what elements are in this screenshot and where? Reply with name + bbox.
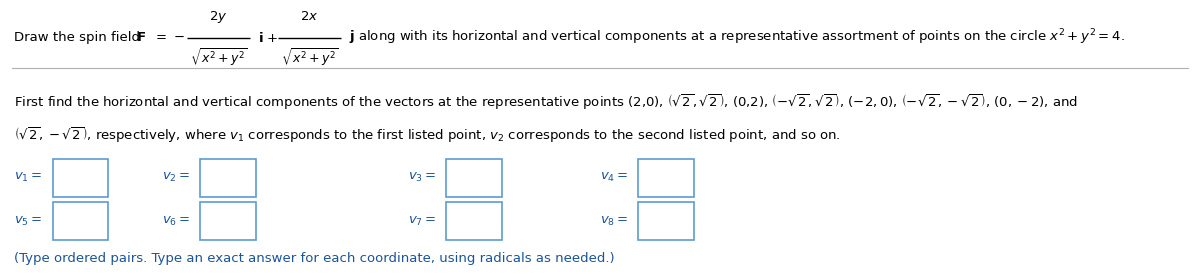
FancyBboxPatch shape	[53, 202, 108, 240]
Text: $2y$: $2y$	[209, 9, 228, 25]
Text: $v_2=$: $v_2=$	[162, 171, 191, 185]
FancyBboxPatch shape	[200, 159, 256, 197]
FancyBboxPatch shape	[446, 202, 502, 240]
Text: $\sqrt{x^2+y^2}$: $\sqrt{x^2+y^2}$	[190, 47, 247, 70]
FancyBboxPatch shape	[638, 202, 694, 240]
Text: $2x$: $2x$	[300, 10, 319, 23]
Text: $v_3=$: $v_3=$	[408, 171, 437, 185]
Text: First find the horizontal and vertical components of the vectors at the represen: First find the horizontal and vertical c…	[14, 92, 1079, 111]
Text: $v_7=$: $v_7=$	[408, 214, 437, 228]
Text: $\left(\sqrt{2},-\sqrt{2}\right)$, respectively, where $v_1$ corresponds to the : $\left(\sqrt{2},-\sqrt{2}\right)$, respe…	[14, 125, 841, 144]
Text: $\mathbf{j}$ along with its horizontal and vertical components at a representati: $\mathbf{j}$ along with its horizontal a…	[349, 28, 1124, 47]
Text: $v_8=$: $v_8=$	[600, 214, 629, 228]
FancyBboxPatch shape	[53, 159, 108, 197]
Text: $\mathbf{i}$ $+$: $\mathbf{i}$ $+$	[258, 31, 278, 44]
Text: $v_5=$: $v_5=$	[14, 214, 43, 228]
FancyBboxPatch shape	[200, 202, 256, 240]
Text: $\mathbf{F}$: $\mathbf{F}$	[137, 31, 146, 44]
Text: $v_1=$: $v_1=$	[14, 171, 43, 185]
Text: $v_4=$: $v_4=$	[600, 171, 629, 185]
FancyBboxPatch shape	[446, 159, 502, 197]
Text: $\sqrt{x^2+y^2}$: $\sqrt{x^2+y^2}$	[281, 47, 338, 70]
FancyBboxPatch shape	[638, 159, 694, 197]
Text: $v_6=$: $v_6=$	[162, 214, 191, 228]
Text: $=$ $-$: $=$ $-$	[149, 31, 185, 44]
Text: (Type ordered pairs. Type an exact answer for each coordinate, using radicals as: (Type ordered pairs. Type an exact answe…	[14, 252, 616, 265]
Text: Draw the spin field: Draw the spin field	[14, 31, 145, 44]
